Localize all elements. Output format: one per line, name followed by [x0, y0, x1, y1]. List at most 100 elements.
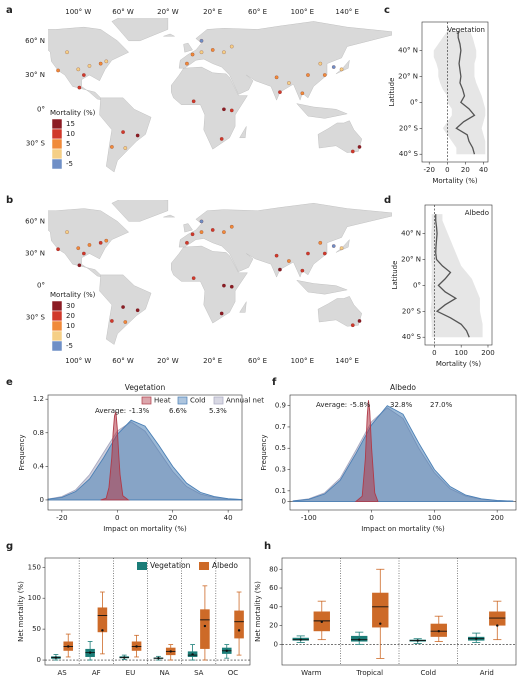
legend-swatch: [51, 300, 63, 312]
panel-letter: h: [264, 541, 271, 552]
x-tick-label: AF: [92, 669, 101, 677]
legend-swatch: [51, 128, 63, 140]
land: [48, 26, 130, 101]
x-tick-label: 40: [224, 514, 233, 522]
x-tick-label: Arid: [480, 669, 494, 677]
x-tick-label: 20° W: [157, 357, 179, 365]
map-point: [274, 253, 279, 258]
mean: [416, 639, 419, 642]
map-point: [350, 323, 355, 328]
density-area: [354, 400, 379, 502]
y-axis-label: Latitude: [388, 78, 396, 107]
land: [183, 223, 193, 233]
map-point: [300, 268, 305, 273]
x-tick-label: Cold: [420, 669, 436, 677]
legend-label: 5: [66, 140, 70, 148]
map-point: [110, 319, 114, 323]
panel-letter: e: [6, 377, 13, 388]
map-point: [219, 137, 224, 141]
y-tick-label: 40: [269, 603, 278, 611]
y-tick-label: 0.8: [33, 429, 44, 437]
box: [489, 611, 506, 626]
average-value: -1.3%: [129, 407, 150, 415]
frame: [289, 394, 517, 511]
legend-title: Mortality (%): [50, 109, 96, 117]
y-tick-label: 0.1: [275, 487, 286, 495]
x-axis-label: Mortality (%): [432, 177, 478, 185]
legend-label: 10: [66, 130, 75, 138]
map-point: [56, 68, 60, 73]
average-label: Average:: [95, 407, 126, 415]
y-tick-label: 50: [32, 625, 41, 633]
map-point: [185, 241, 189, 245]
map-point: [300, 91, 305, 96]
y-tick-label: 0: [282, 497, 286, 505]
mean: [191, 653, 194, 656]
density-area: [47, 419, 243, 501]
frame: [424, 204, 493, 346]
y-tick-label: 30° S: [26, 139, 46, 147]
average-value: -5.8%: [350, 401, 371, 409]
land: [335, 238, 350, 253]
y-tick-label: 0°: [37, 282, 45, 290]
map-point: [331, 244, 336, 248]
annotation: Albedo: [465, 209, 489, 217]
y-tick-label: 0: [40, 496, 44, 504]
map-point: [322, 73, 327, 77]
y-tick-label: 30° N: [25, 71, 45, 79]
map-point: [339, 246, 344, 250]
map-point: [350, 149, 355, 154]
map-point: [121, 305, 125, 309]
map-point: [87, 243, 92, 247]
average-value: 27.0%: [430, 401, 453, 409]
average-value: 6.6%: [169, 407, 187, 415]
mean: [54, 656, 58, 659]
map-point: [278, 90, 282, 94]
x-tick-label: OC: [228, 669, 239, 677]
mean: [67, 645, 70, 648]
map-point: [331, 65, 336, 69]
legend-swatch: [51, 330, 63, 342]
map-point: [87, 64, 92, 68]
map: [48, 200, 392, 345]
y-tick-label: 40° N: [401, 230, 421, 238]
legend-title: Mortality (%): [50, 291, 96, 299]
y-axis-label: Latitude: [391, 261, 399, 290]
y-axis-label: Net mortality (%): [17, 581, 25, 642]
map-point: [222, 283, 226, 288]
land: [163, 214, 175, 218]
panel-letter: f: [272, 377, 277, 388]
map-point: [357, 145, 362, 149]
land: [296, 279, 348, 295]
panel-letter: a: [6, 5, 13, 16]
x-tick-label: 140° E: [335, 8, 359, 16]
legend-label: -5: [66, 342, 73, 350]
y-tick-label: 150: [28, 563, 41, 571]
legend-swatch: [137, 562, 147, 570]
x-tick-label: 20: [168, 514, 177, 522]
legend-label: 30: [66, 302, 75, 310]
y-tick-label: 20° N: [401, 255, 421, 263]
map-point: [191, 99, 196, 104]
land: [99, 274, 152, 345]
land: [171, 66, 248, 150]
x-tick-label: 200: [490, 514, 503, 522]
x-tick-label: 20° W: [157, 8, 179, 16]
x-tick-label: 100° E: [291, 8, 315, 16]
map-point: [222, 50, 226, 55]
map-point: [318, 61, 323, 66]
legend-label: Albedo: [212, 561, 238, 570]
x-tick-label: 100° W: [65, 357, 91, 365]
legend-swatch: [213, 396, 224, 405]
land: [111, 18, 169, 42]
legend-label: -5: [66, 160, 73, 168]
land: [178, 203, 392, 278]
land: [317, 296, 362, 327]
x-tick-label: AS: [57, 669, 67, 677]
y-tick-label: 40° S: [402, 333, 422, 341]
map-point: [278, 267, 282, 272]
x-tick-label: 60° E: [248, 8, 267, 16]
land: [111, 200, 169, 222]
mean: [157, 656, 160, 660]
density-area: [292, 405, 514, 502]
